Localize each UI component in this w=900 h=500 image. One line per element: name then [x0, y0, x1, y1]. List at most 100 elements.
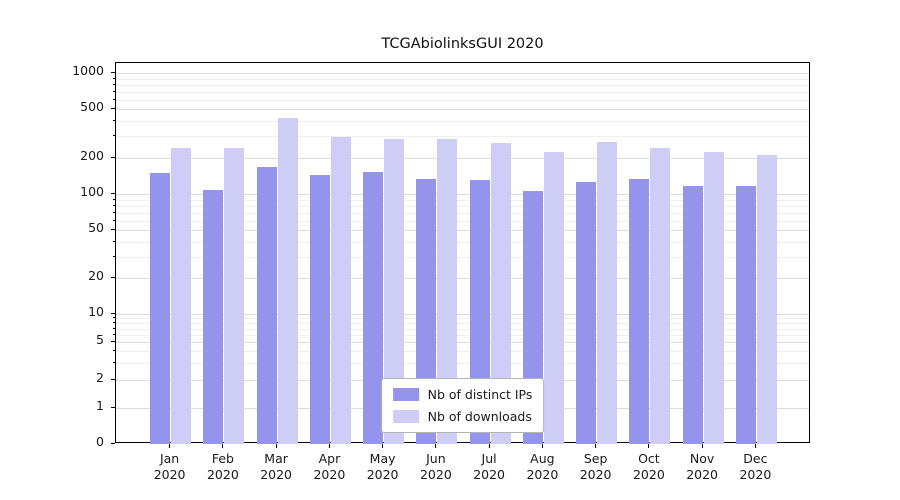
- x-tick-mark: [169, 444, 171, 448]
- y-tick-mark: [111, 341, 115, 343]
- minor-gridline: [116, 212, 809, 214]
- x-tick-label: Feb 2020: [206, 451, 239, 483]
- legend: Nb of distinct IPs Nb of downloads: [380, 378, 545, 433]
- y-tick-mark: [111, 313, 115, 314]
- y-tick-mark: [111, 229, 115, 231]
- x-tick-label: May 2020: [366, 451, 399, 483]
- minor-gridline: [116, 318, 809, 320]
- y-minor-tick-mark: [113, 219, 115, 221]
- major-gridline: [116, 230, 809, 232]
- bar-downloads-sep: [597, 142, 618, 444]
- minor-gridline: [116, 136, 809, 138]
- bar-distinct-ips-nov: [682, 186, 703, 444]
- bar-downloads-feb: [224, 148, 245, 444]
- bar-downloads-aug: [543, 152, 564, 444]
- y-minor-tick-mark: [113, 83, 115, 85]
- x-tick-mark: [754, 444, 756, 448]
- y-minor-tick-mark: [113, 211, 115, 213]
- bar-distinct-ips-jan: [150, 173, 171, 444]
- bar-downloads-jun: [437, 139, 458, 444]
- minor-gridline: [116, 78, 809, 80]
- y-tick-label: 10: [88, 304, 104, 319]
- minor-gridline: [116, 334, 809, 336]
- y-minor-tick-mark: [113, 98, 115, 100]
- bar-downloads-may: [384, 139, 405, 444]
- y-tick-mark: [111, 156, 115, 158]
- y-axis: 0 1 2 5 10 20 50 100 200 500 1000: [0, 62, 110, 449]
- x-tick-label: Jul 2020: [473, 451, 505, 483]
- legend-swatch-ips: [392, 388, 419, 401]
- x-tick-label: Jun 2020: [419, 451, 452, 483]
- y-tick-label: 100: [80, 184, 104, 199]
- bar-downloads-apr: [330, 136, 351, 444]
- y-minor-tick-mark: [113, 317, 115, 319]
- y-tick-mark: [111, 108, 115, 110]
- bar-distinct-ips-sep: [576, 181, 597, 444]
- y-tick-label: 5: [96, 332, 104, 348]
- minor-gridline: [116, 91, 809, 93]
- y-tick-label: 1: [96, 398, 104, 413]
- plot-area: Nb of distinct IPs Nb of downloads: [115, 62, 810, 444]
- x-tick-mark: [328, 444, 330, 448]
- legend-item-downloads: Nb of downloads: [392, 409, 533, 424]
- x-tick-label: Apr 2020: [313, 451, 346, 483]
- legend-label-ips: Nb of distinct IPs: [427, 387, 533, 402]
- y-minor-tick-mark: [113, 135, 115, 137]
- minor-gridline: [116, 99, 809, 101]
- minor-gridline: [116, 205, 809, 207]
- major-gridline: [116, 314, 809, 315]
- x-tick-label: Oct 2020: [632, 451, 665, 483]
- x-tick-label: Mar 2020: [260, 451, 292, 483]
- bar-distinct-ips-jun: [416, 179, 437, 444]
- bar-downloads-mar: [277, 118, 298, 444]
- bar-distinct-ips-may: [363, 172, 384, 444]
- bar-distinct-ips-feb: [203, 190, 224, 444]
- y-minor-tick-mark: [113, 322, 115, 324]
- bar-downloads-jan: [171, 148, 192, 444]
- minor-gridline: [116, 84, 809, 86]
- y-minor-tick-mark: [113, 240, 115, 242]
- y-minor-tick-mark: [113, 350, 115, 352]
- y-tick-mark: [111, 193, 115, 194]
- y-tick-label: 1000: [72, 63, 104, 78]
- y-minor-tick-mark: [113, 204, 115, 206]
- x-tick-mark: [595, 444, 597, 448]
- legend-swatch-downloads: [392, 410, 419, 423]
- bar-downloads-dec: [756, 154, 777, 444]
- y-minor-tick-mark: [113, 362, 115, 364]
- major-gridline: [116, 277, 809, 279]
- x-tick-mark: [648, 444, 650, 448]
- bar-distinct-ips-oct: [629, 179, 650, 444]
- y-minor-tick-mark: [113, 255, 115, 257]
- x-tick-label: Aug 2020: [526, 451, 559, 483]
- minor-gridline: [116, 323, 809, 325]
- y-tick-label: 50: [88, 220, 104, 236]
- bar-distinct-ips-mar: [256, 166, 277, 444]
- bar-downloads-jul: [490, 143, 511, 444]
- x-tick-mark: [275, 444, 277, 448]
- bar-distinct-ips-apr: [309, 175, 330, 444]
- minor-gridline: [116, 220, 809, 222]
- minor-gridline: [116, 351, 809, 353]
- minor-gridline: [116, 121, 809, 123]
- x-tick-label: Dec 2020: [739, 451, 772, 483]
- x-tick-mark: [541, 444, 543, 448]
- y-tick-label: 2: [96, 369, 104, 385]
- minor-gridline: [116, 328, 809, 330]
- major-gridline: [116, 342, 809, 344]
- y-tick-label: 0: [96, 434, 104, 449]
- x-tick-mark: [382, 444, 384, 448]
- minor-gridline: [116, 241, 809, 243]
- x-tick-mark: [222, 444, 224, 448]
- minor-gridline: [116, 199, 809, 201]
- bar-downloads-oct: [650, 147, 671, 444]
- y-minor-tick-mark: [113, 120, 115, 122]
- x-tick-label: Nov 2020: [686, 451, 718, 483]
- x-tick-mark: [435, 444, 437, 448]
- y-tick-label: 200: [80, 147, 104, 163]
- x-tick-mark: [701, 444, 703, 448]
- y-tick-label: 500: [80, 99, 104, 115]
- y-tick-label: 20: [88, 267, 104, 283]
- chart-title: TCGAbiolinksGUI 2020: [381, 36, 544, 52]
